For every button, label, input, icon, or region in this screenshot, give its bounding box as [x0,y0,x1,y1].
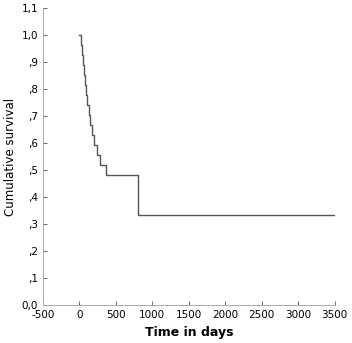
Y-axis label: Cumulative survival: Cumulative survival [4,98,17,216]
X-axis label: Time in days: Time in days [145,326,233,339]
